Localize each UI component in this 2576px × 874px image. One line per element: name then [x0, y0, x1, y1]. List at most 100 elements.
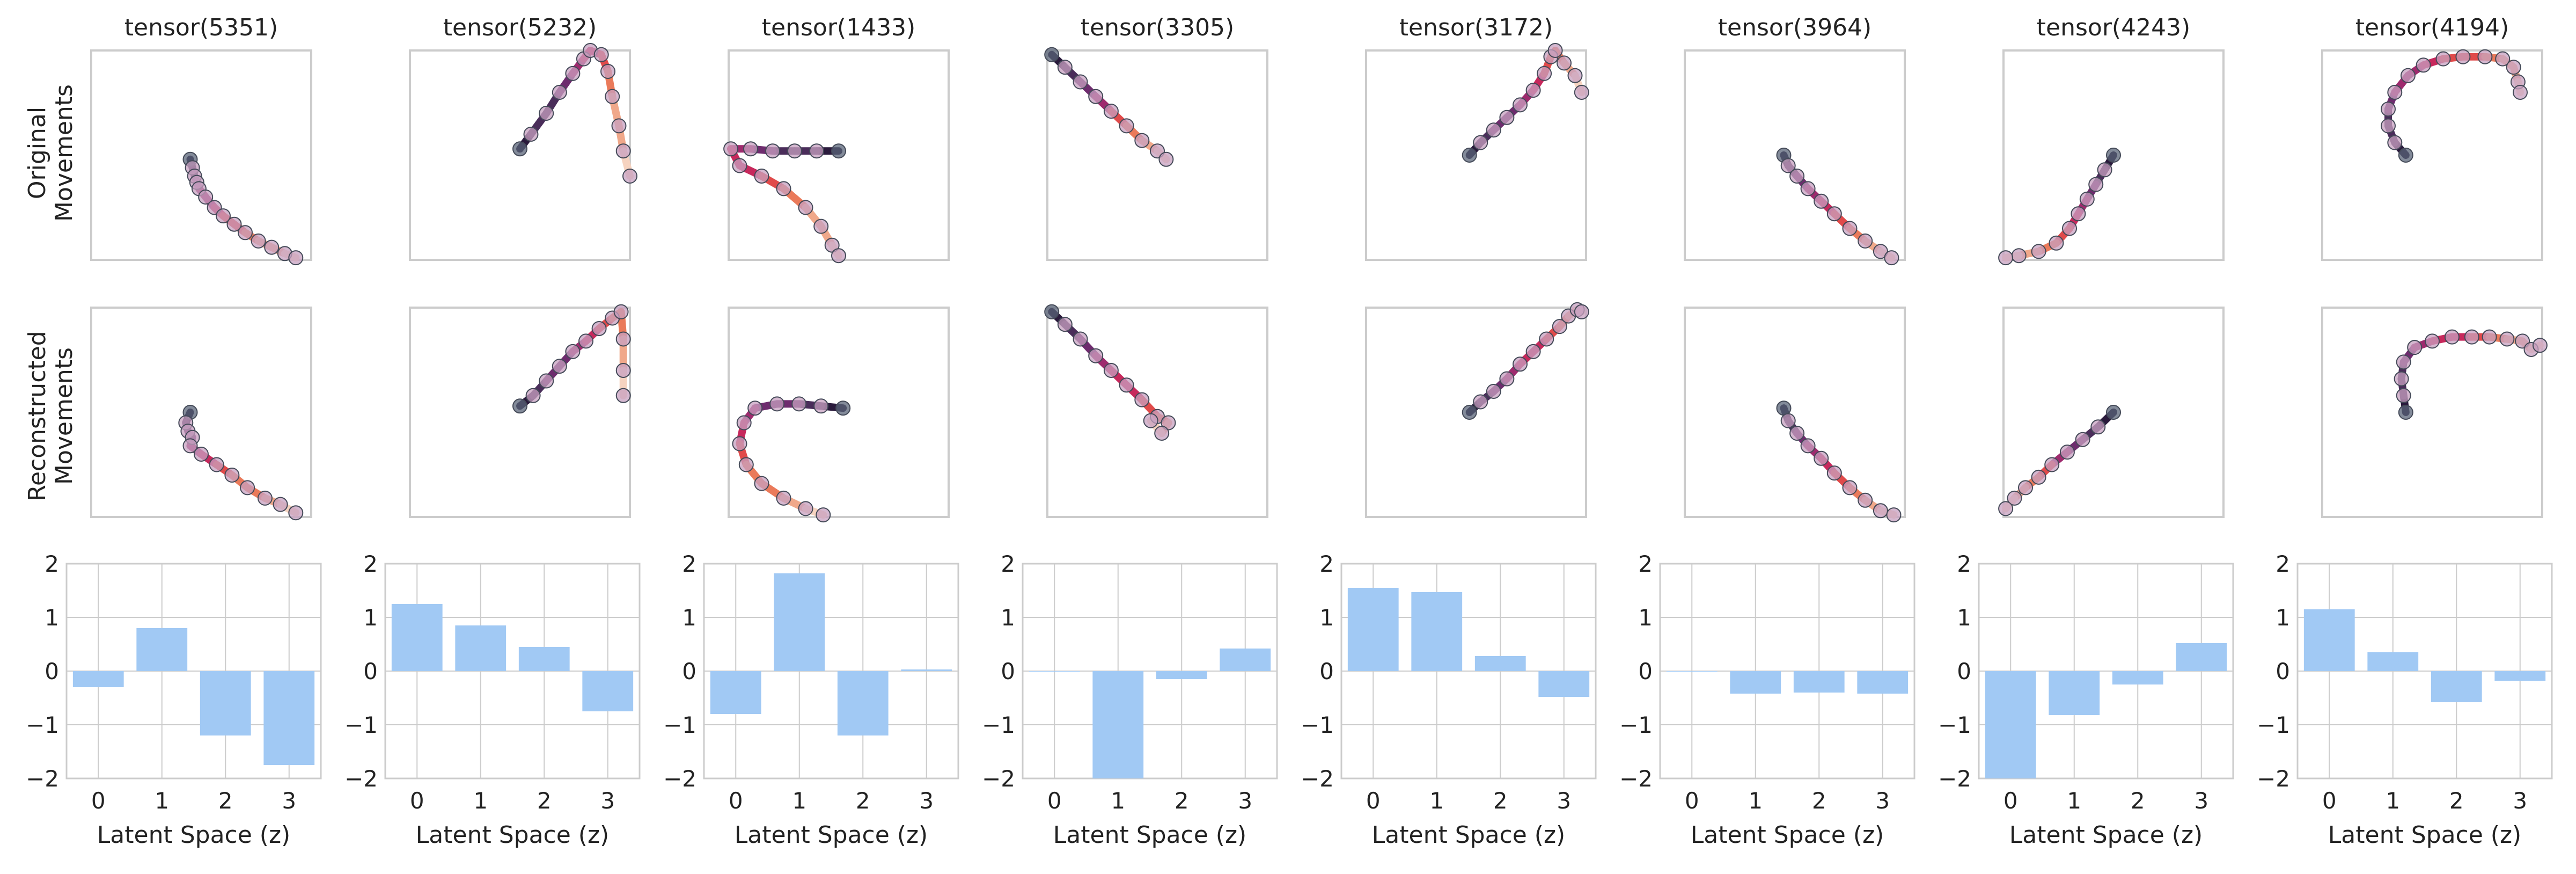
y-tick-label: −2: [1938, 766, 1971, 792]
trajectory-point: [2007, 490, 2022, 506]
bar: [1985, 671, 2036, 778]
trajectory-point: [1499, 110, 1515, 125]
trajectory-point: [182, 438, 198, 454]
x-axis-label: Latent Space (z): [735, 821, 928, 849]
bar: [1538, 671, 1590, 697]
trajectory-point: [1057, 317, 1073, 332]
trajectory-point: [1552, 319, 1567, 334]
y-tick-label: 2: [363, 551, 378, 577]
trajectory-point: [539, 373, 554, 389]
trajectory-panel-original-7: [2321, 49, 2543, 261]
column-title-0: tensor(5351): [124, 14, 278, 41]
bar: [1092, 671, 1144, 778]
trajectory-point: [1154, 426, 1170, 441]
y-tick-label: −2: [344, 766, 378, 792]
bar: [1474, 656, 1526, 671]
bar: [1857, 671, 1909, 694]
x-tick-label: 1: [473, 788, 488, 814]
trajectory-frame: [90, 49, 312, 261]
trajectory-point: [1998, 250, 2014, 266]
trajectory-point: [1462, 405, 1477, 420]
x-tick-label: 2: [1175, 788, 1189, 814]
x-axis-label: Latent Space (z): [97, 821, 290, 849]
x-tick-label: 3: [1875, 788, 1890, 814]
trajectory-point: [2444, 329, 2460, 345]
trajectory-point: [2079, 191, 2095, 207]
x-tick-label: 2: [537, 788, 552, 814]
trajectory-point: [1826, 206, 1842, 222]
trajectory-point: [754, 476, 769, 491]
trajectory-point: [2482, 329, 2497, 345]
trajectory-point: [2097, 162, 2112, 178]
y-tick-label: −1: [1619, 712, 1653, 738]
bar-chart-frame: [1340, 563, 1597, 780]
trajectory-point: [1044, 304, 1060, 319]
trajectory-point: [1780, 413, 1796, 428]
trajectory-point: [1537, 65, 1552, 81]
bar: [518, 647, 570, 671]
y-tick-label: 0: [1319, 658, 1334, 684]
trajectory-panel-reconstructed-7: [2321, 307, 2548, 518]
trajectory-point: [1842, 480, 1858, 496]
y-tick-label: −1: [26, 712, 59, 738]
trajectory-point: [813, 218, 829, 234]
trajectory-frame: [2321, 49, 2543, 261]
y-tick-label: 0: [1001, 658, 1015, 684]
y-tick-label: 1: [363, 604, 378, 631]
trajectory-point: [2387, 85, 2403, 100]
trajectory-point: [1103, 363, 1119, 378]
bar: [455, 625, 507, 671]
trajectory-point: [552, 85, 567, 100]
trajectory-point: [1858, 233, 1873, 249]
trajectory-point: [1499, 371, 1515, 387]
x-tick-label: 1: [1111, 788, 1125, 814]
bar-chart-5: 2 1 0 −1 −2 0 1 2 3 Latent Space (z): [1619, 551, 1916, 849]
trajectory-point: [2477, 49, 2493, 64]
y-tick-label: 1: [1638, 604, 1653, 631]
x-tick-label: 3: [1557, 788, 1571, 814]
bar-chart-6: 2 1 0 −1 −2 0 1 2 3 Latent Space (z): [1938, 551, 2234, 849]
x-axis-label: Latent Space (z): [2009, 821, 2203, 849]
x-tick-label: 2: [2449, 788, 2464, 814]
x-tick-label: 3: [2513, 788, 2527, 814]
trajectory-point: [787, 143, 802, 159]
trajectory-point: [1776, 400, 1792, 416]
trajectory-point: [765, 143, 780, 159]
trajectory-point: [288, 250, 304, 266]
trajectory-panel-reconstructed-2: [728, 307, 950, 523]
x-tick-label: 2: [856, 788, 870, 814]
trajectory-point: [1858, 492, 1873, 508]
bar: [582, 671, 634, 711]
trajectory-point: [565, 65, 581, 81]
trajectory-point: [2381, 118, 2396, 134]
trajectory-point: [2062, 221, 2077, 236]
trajectory-point: [2049, 235, 2064, 251]
bar-chart-2: 2 1 0 −1 −2 0 1 2 3 Latent Space (z): [663, 551, 959, 849]
x-tick-label: 1: [155, 788, 169, 814]
y-tick-label: 2: [1638, 551, 1653, 577]
trajectory-point: [1886, 507, 1902, 523]
trajectory-point: [2059, 445, 2075, 460]
x-tick-label: 1: [2067, 788, 2081, 814]
trajectory-point: [1088, 348, 1104, 363]
y-tick-label: 0: [45, 658, 59, 684]
x-axis-label: Latent Space (z): [1691, 821, 1884, 849]
trajectory-point: [615, 388, 631, 403]
trajectory-point: [1814, 450, 1829, 466]
trajectory-point: [512, 398, 527, 414]
trajectory-point: [578, 333, 593, 349]
bar: [2367, 652, 2419, 671]
bar-chart-7: 2 1 0 −1 −2 0 1 2 3 Latent Space (z): [2257, 551, 2553, 849]
trajectory-point: [2394, 371, 2409, 387]
trajectory-point: [1513, 97, 1528, 113]
trajectory-point: [240, 480, 255, 496]
trajectory-point: [2031, 469, 2046, 485]
trajectory-point: [1473, 135, 1488, 150]
trajectory-point: [2506, 60, 2521, 75]
x-tick-label: 3: [1238, 788, 1252, 814]
trajectory-point: [1525, 344, 1541, 359]
trajectory-point: [1143, 413, 1158, 428]
bar-chart-frame: [1978, 563, 2234, 780]
trajectory-point: [809, 143, 824, 159]
